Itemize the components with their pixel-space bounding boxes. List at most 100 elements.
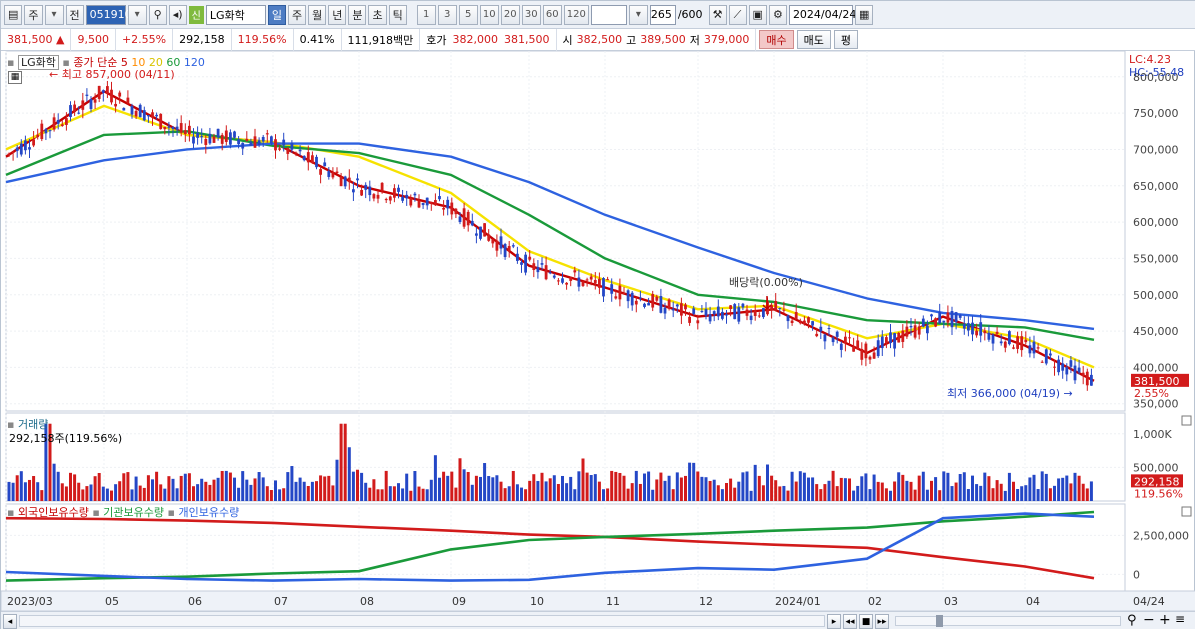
chart-svg[interactable]: 800,000 750,000 700,000 650,000 600,000 550,0… [1, 51, 1195, 611]
zoom-in-icon[interactable]: + [1159, 612, 1171, 628]
period-month-button[interactable]: 월 [308, 4, 327, 25]
buy-button[interactable]: 매수 [759, 30, 794, 49]
stock-name-field[interactable]: LG화학 [205, 4, 266, 25]
n-option-30[interactable]: 30 [521, 4, 541, 25]
chart-menu-icon[interactable]: ≡ [1175, 612, 1186, 626]
sell-button[interactable]: 매도 [796, 30, 831, 49]
candle-body [634, 300, 638, 305]
volume-bar [774, 480, 778, 501]
volume-bar [323, 476, 327, 501]
scroll-last-icon[interactable]: ▸▸ [875, 614, 889, 629]
period-minute-button[interactable]: 분 [348, 4, 367, 25]
candle-body [466, 211, 470, 226]
n-option-20[interactable]: 20 [500, 4, 520, 25]
candle-body [1028, 345, 1032, 354]
period-tick-button[interactable]: 틱 [388, 4, 407, 25]
candle-body [409, 198, 413, 206]
search-icon[interactable]: ⚲ [148, 4, 167, 25]
custom-n-dropdown-icon[interactable]: ▾ [628, 4, 648, 25]
stock-label[interactable]: LG화학 [17, 55, 59, 70]
indiv-line [5, 512, 1095, 582]
volume-bar [413, 471, 417, 501]
stock-code-input[interactable]: 051910 [85, 4, 132, 25]
candle-body [737, 307, 741, 322]
high-price: 389,500 [640, 33, 686, 46]
chart-scrollbar[interactable]: ◂ ▸ ◂◂ ■ ▸▸ ⚲ − + ≡ [1, 611, 1195, 629]
drawing-tools-icon[interactable]: ⟋ [728, 4, 747, 25]
custom-n-input[interactable] [590, 4, 627, 25]
date-input[interactable]: 2024/04/24 [788, 4, 856, 25]
n-option-60[interactable]: 60 [542, 4, 562, 25]
scroll-first-icon[interactable]: ◂◂ [843, 614, 857, 629]
up-arrow-icon: ▲ [56, 33, 65, 46]
speaker-icon[interactable]: ◂) [168, 4, 187, 25]
volume-bar [938, 490, 942, 501]
volume-bar [610, 470, 614, 501]
n-option-5[interactable]: 5 [458, 4, 478, 25]
volume-bar [11, 482, 15, 501]
candle-body [696, 320, 700, 324]
period-second-button[interactable]: 초 [368, 4, 387, 25]
n-option-120[interactable]: 120 [563, 4, 589, 25]
candle-body [77, 112, 81, 114]
candle-body [347, 177, 351, 183]
n-option-1[interactable]: 1 [416, 4, 436, 25]
foreign-label[interactable]: 외국인보유수량 [17, 506, 89, 519]
zoom-slider[interactable] [895, 615, 1121, 627]
candle-settings-icon[interactable]: ⚒ [708, 4, 727, 25]
calendar-icon[interactable]: ▦ [854, 4, 874, 25]
candle-body [967, 323, 970, 331]
candle-body [864, 343, 868, 359]
candle-body [708, 314, 712, 322]
period-year-button[interactable]: 년 [328, 4, 347, 25]
candle-body [721, 311, 724, 319]
volume-bar [663, 480, 667, 501]
volume-bar [315, 481, 318, 501]
volume-bar [880, 482, 884, 501]
volume-bar [274, 480, 277, 501]
n-option-10[interactable]: 10 [479, 4, 499, 25]
inst-label[interactable]: 기관보유수량 [103, 506, 165, 519]
zoom-out-icon[interactable]: − [1143, 612, 1155, 628]
candle-body [417, 200, 421, 208]
candle-body [938, 312, 942, 323]
candle-body [848, 337, 851, 339]
code-dropdown-icon[interactable]: ▾ [127, 4, 147, 25]
market-select[interactable]: 주 [24, 4, 43, 25]
scroll-track[interactable] [19, 615, 825, 627]
ma-label[interactable]: 종가 단순 [73, 56, 118, 69]
count-input[interactable]: 265 [649, 4, 676, 25]
candle-body [1090, 374, 1093, 386]
volume-bar [626, 488, 630, 501]
volume-title[interactable]: 거래량 [17, 418, 49, 431]
volume-bar [573, 489, 577, 501]
n-option-3[interactable]: 3 [437, 4, 457, 25]
candle-body [569, 277, 573, 281]
candle-body [680, 303, 683, 316]
scroll-right-icon[interactable]: ▸ [827, 614, 841, 629]
indiv-label[interactable]: 개인보유수량 [178, 506, 240, 519]
stop-icon[interactable]: ■ [859, 614, 873, 629]
zoom-icon[interactable]: ⚲ [1127, 613, 1137, 628]
last-change-text: 2.55% [1134, 387, 1169, 400]
save-icon[interactable]: ▣ [748, 4, 767, 25]
scroll-left-icon[interactable]: ◂ [3, 614, 17, 629]
volume-bar [134, 476, 138, 501]
window-menu-icon[interactable]: ▤ [4, 4, 23, 25]
candle-body [24, 140, 27, 151]
period-day-button[interactable]: 일 [267, 4, 286, 25]
eval-button[interactable]: 평 [833, 30, 859, 49]
period-week-button[interactable]: 주 [287, 4, 307, 25]
volume-bar [802, 472, 806, 501]
gear-icon[interactable]: ⚙ [768, 4, 787, 25]
table-view-icon[interactable]: ▦ [8, 71, 22, 84]
candle-body [581, 281, 585, 286]
volume-bar [815, 484, 819, 501]
market-dropdown-icon[interactable]: ▾ [44, 4, 64, 25]
candle-body [860, 348, 864, 360]
inst-line [5, 510, 1095, 582]
volume-bar [770, 475, 774, 501]
zoom-slider-handle[interactable] [936, 615, 943, 627]
candle-body [393, 188, 396, 198]
prev-button[interactable]: 전 [65, 4, 84, 25]
